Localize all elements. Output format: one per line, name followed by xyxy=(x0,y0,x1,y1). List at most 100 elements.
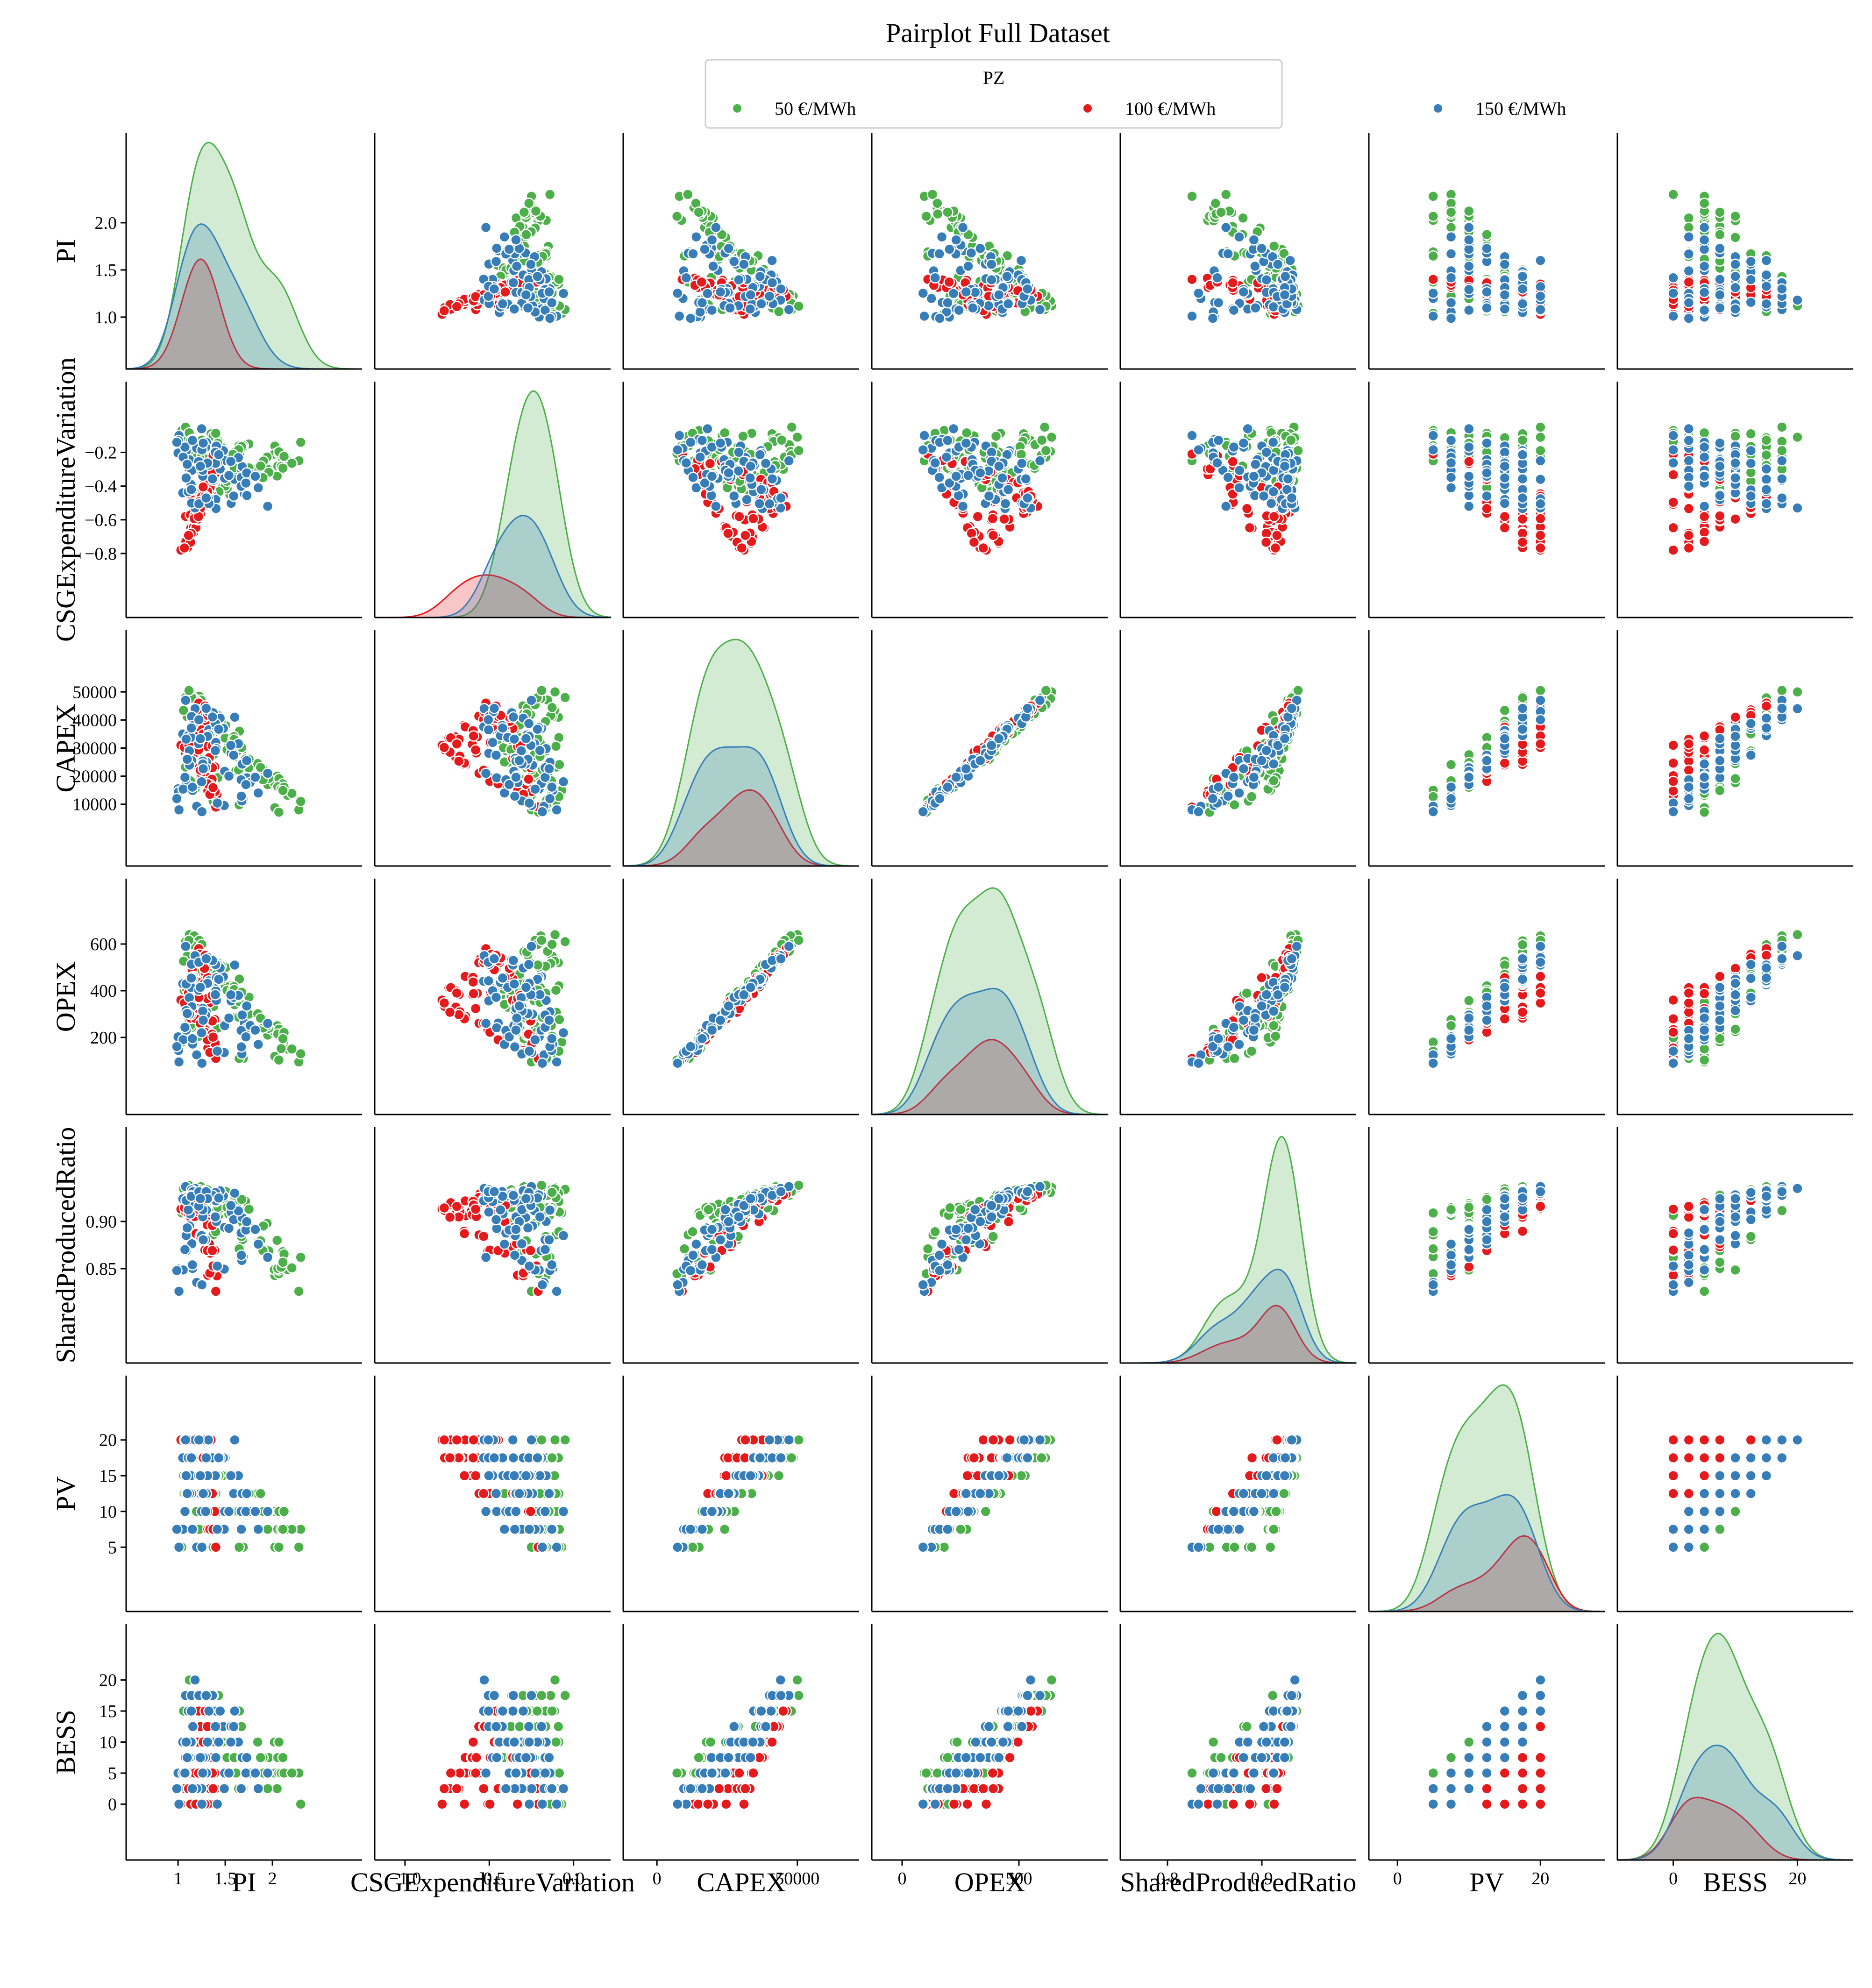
point-CAPEX-BESS-g3-41 xyxy=(1745,749,1757,761)
point-PI-CAPEX-g3-49 xyxy=(724,302,736,314)
point-CSGExpenditureVariation-BESS-g3-17 xyxy=(1683,454,1695,467)
point-CSGExpenditureVariation-BESS-g3-9 xyxy=(1760,473,1772,485)
point-PI-SharedProducedRatio-g3-6 xyxy=(1220,221,1232,234)
point-CSGExpenditureVariation-PV-g3-69 xyxy=(1463,470,1475,482)
y-tick-label-CAPEX: 50000 xyxy=(72,682,117,702)
point-OPEX-PI-g3-62 xyxy=(197,1014,209,1026)
point-CAPEX-BESS-g2-61 xyxy=(1683,738,1695,750)
point-OPEX-CSGExpenditureVariation-g1-32 xyxy=(550,984,562,996)
point-PI-PV-g3-72 xyxy=(1499,289,1511,301)
point-CSGExpenditureVariation-OPEX-g3-52 xyxy=(997,472,1008,484)
point-CAPEX-PI-g3-3 xyxy=(252,787,264,799)
point-CSGExpenditureVariation-BESS-g1-81 xyxy=(1760,434,1772,446)
point-PI-BESS-g3-42 xyxy=(1760,280,1772,292)
point-CAPEX-PV-g3-63 xyxy=(1445,781,1457,793)
point-CSGExpenditureVariation-OPEX-g2-70 xyxy=(972,511,984,523)
point-CAPEX-CSGExpenditureVariation-g3-38 xyxy=(523,797,535,809)
point-CAPEX-BESS-g1-49 xyxy=(1730,773,1741,785)
point-PI-BESS-g3-52 xyxy=(1730,303,1741,315)
point-PI-CSGExpenditureVariation-g3-69 xyxy=(510,234,522,246)
point-CSGExpenditureVariation-CAPEX-g3-62 xyxy=(714,437,726,449)
point-CAPEX-PI-g1-46 xyxy=(273,806,285,818)
point-PI-PV-g3-69 xyxy=(1463,234,1475,246)
point-CAPEX-PI-g3-72 xyxy=(194,733,206,745)
panel-PI-vs-SharedProducedRatio xyxy=(1119,133,1356,370)
point-CAPEX-BESS-g2-35 xyxy=(1667,785,1679,797)
point-CSGExpenditureVariation-CAPEX-g3-54 xyxy=(763,498,776,510)
point-CAPEX-SharedProducedRatio-g1-48 xyxy=(1246,791,1258,802)
point-CSGExpenditureVariation-OPEX-g3-62 xyxy=(960,437,972,449)
point-PI-CSGExpenditureVariation-g2-68 xyxy=(499,286,511,298)
point-CAPEX-BESS-g3-72 xyxy=(1714,733,1726,745)
point-PI-OPEX-g3-6 xyxy=(957,221,969,234)
point-CSGExpenditureVariation-BESS-g2-25 xyxy=(1698,535,1710,547)
point-CSGExpenditureVariation-SharedProducedRatio-g3-8 xyxy=(1267,436,1279,448)
point-CAPEX-SharedProducedRatio-g3-55 xyxy=(1267,758,1280,770)
point-CSGExpenditureVariation-SharedProducedRatio-g3-72 xyxy=(1279,460,1291,472)
point-PI-PV-g3-50 xyxy=(1463,304,1475,316)
point-OPEX-PI-g3-38 xyxy=(211,1045,223,1057)
point-OPEX-PI-g3-12 xyxy=(180,940,192,952)
point-PI-OPEX-g3-61 xyxy=(986,274,997,286)
point-CSGExpenditureVariation-CAPEX-g3-53 xyxy=(755,483,767,496)
point-CAPEX-PI-g3-54 xyxy=(193,714,205,726)
point-CSGExpenditureVariation-PV-g3-29 xyxy=(1499,497,1511,509)
point-CSGExpenditureVariation-PV-g2-49 xyxy=(1535,542,1546,554)
point-OPEX-PI-g3-6 xyxy=(262,1017,274,1030)
point-CSGExpenditureVariation-BESS-g3-53 xyxy=(1760,483,1772,496)
point-CAPEX-BESS-g2-62 xyxy=(1730,711,1741,723)
point-CSGExpenditureVariation-BESS-g2-70 xyxy=(1698,511,1710,523)
point-PI-CAPEX-g3-57 xyxy=(699,243,711,255)
point-CAPEX-SharedProducedRatio-g1-96 xyxy=(1292,685,1304,696)
point-PI-SharedProducedRatio-g3-72 xyxy=(1279,289,1291,301)
point-PI-PV-g1-3 xyxy=(1427,191,1439,202)
point-PI-CAPEX-g3-72 xyxy=(745,289,756,301)
point-PI-PV-g3-53 xyxy=(1516,298,1529,310)
point-CAPEX-BESS-g3-39 xyxy=(1667,806,1679,817)
point-PI-BESS-g3-43 xyxy=(1683,248,1695,260)
panel-CAPEX-vs-SharedProducedRatio xyxy=(1119,630,1356,867)
point-PI-SharedProducedRatio-g3-37 xyxy=(1222,248,1234,260)
point-PI-BESS-g3-71 xyxy=(1730,282,1741,294)
point-CSGExpenditureVariation-BESS-g2-37 xyxy=(1667,522,1679,534)
point-CSGExpenditureVariation-SharedProducedRatio-g3-41 xyxy=(1258,490,1270,502)
point-CSGExpenditureVariation-BESS-g3-64 xyxy=(1745,457,1757,469)
point-CAPEX-PI-g3-68 xyxy=(241,755,253,767)
point-PI-CAPEX-g3-68 xyxy=(723,242,734,255)
point-PI-BESS-g3-32 xyxy=(1745,296,1757,308)
point-CAPEX-OPEX-g1-96 xyxy=(1040,685,1052,696)
point-OPEX-PI-g3-69 xyxy=(249,1024,261,1036)
point-CSGExpenditureVariation-OPEX-g1-32 xyxy=(990,430,1002,442)
panel-CAPEX-vs-PV xyxy=(1368,630,1605,867)
y-tick-label-OPEX: 200 xyxy=(90,1028,117,1048)
point-CSGExpenditureVariation-BESS-g3-71 xyxy=(1730,457,1741,469)
point-PI-PV-g2-3 xyxy=(1427,273,1439,285)
point-CSGExpenditureVariation-OPEX-g3-63 xyxy=(942,434,954,447)
point-CSGExpenditureVariation-BESS-g3-40 xyxy=(1714,490,1726,502)
point-PI-CAPEX-g1-96 xyxy=(793,300,804,312)
point-CAPEX-BESS-g1-96 xyxy=(1776,685,1788,696)
point-CSGExpenditureVariation-SharedProducedRatio-g3-62 xyxy=(1238,437,1250,449)
point-CSGExpenditureVariation-PI-g3-69 xyxy=(249,470,261,482)
point-CSGExpenditureVariation-PV-g3-65 xyxy=(1516,473,1529,485)
point-PI-BESS-g1-12 xyxy=(1683,221,1695,234)
point-PI-CAPEX-g3-12 xyxy=(783,304,795,315)
point-CAPEX-PI-g1-10 xyxy=(295,795,306,807)
point-CAPEX-BESS-g2-60 xyxy=(1698,730,1710,742)
point-CSGExpenditureVariation-BESS-g3-65 xyxy=(1776,473,1788,485)
point-CSGExpenditureVariation-BESS-g3-38 xyxy=(1667,457,1679,469)
point-CAPEX-CSGExpenditureVariation-g3-39 xyxy=(536,806,548,817)
point-CSGExpenditureVariation-OPEX-g3-56 xyxy=(962,469,974,482)
point-CSGExpenditureVariation-CAPEX-g2-70 xyxy=(733,511,745,523)
point-PI-BESS-g3-17 xyxy=(1683,265,1695,277)
y-tick-label-CSGExpenditureVariation: −0.6 xyxy=(85,511,117,530)
point-PI-BESS-g3-68 xyxy=(1714,242,1726,255)
point-CSGExpenditureVariation-PV-g2-70 xyxy=(1499,511,1511,523)
point-PI-CSGExpenditureVariation-g3-62 xyxy=(543,286,555,298)
point-PI-CAPEX-g3-38 xyxy=(680,272,692,284)
point-CSGExpenditureVariation-PV-g1-11 xyxy=(1535,421,1546,433)
point-PI-PV-g3-38 xyxy=(1445,272,1457,284)
point-CSGExpenditureVariation-CAPEX-g3-65 xyxy=(766,473,778,485)
point-PI-BESS-g3-70 xyxy=(1730,270,1741,283)
